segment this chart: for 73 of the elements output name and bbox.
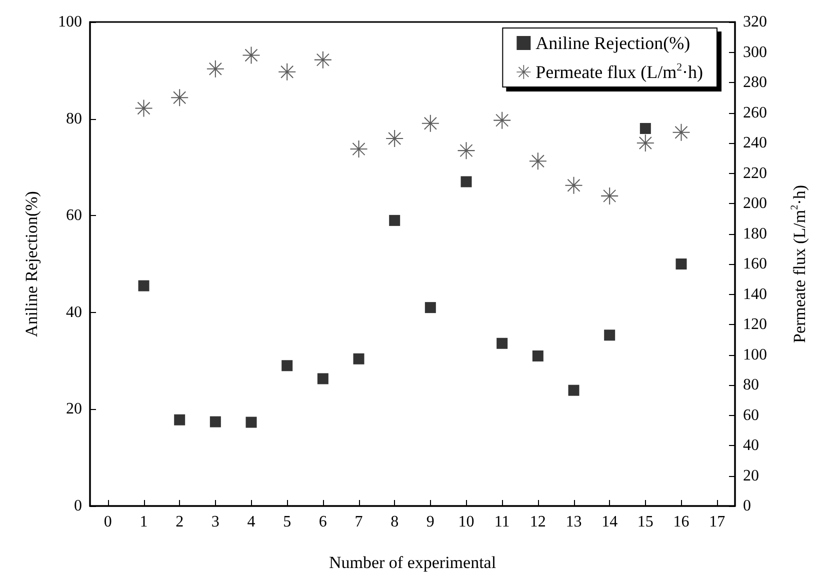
y-axis-title: Aniline Rejection(%) [22,191,41,337]
point [282,360,293,372]
point [601,187,618,204]
y2-tick-label: 180 [743,225,767,242]
x-tick-label: 12 [530,514,546,530]
point [496,338,508,349]
x-tick-label: 16 [673,514,690,530]
y2-tick-label: 160 [743,256,767,272]
point [174,414,186,426]
point [350,140,368,158]
point [640,122,651,134]
legend-label: Aniline Rejection(%) [536,33,690,53]
x-tick-label: 5 [283,514,292,530]
x-tick-label: 14 [602,514,618,530]
point [278,63,296,80]
y2-tick-label: 60 [743,406,759,424]
y2-tick-label: 0 [743,498,751,514]
point [424,302,436,314]
y2-tick-label: 140 [743,286,767,303]
point [242,46,260,64]
x-tick-label: 7 [354,514,363,530]
x-tick-label: 6 [318,514,327,530]
y2-tick-label: 260 [743,104,767,122]
y-tick-label: 0 [74,498,82,514]
y2-tick-label: 100 [743,346,767,364]
y2-tick-label: 20 [743,467,759,484]
x-tick-label: 17 [709,514,726,530]
y-tick-label: 20 [66,400,82,418]
y2-tick-label: 320 [743,14,767,30]
y2-tick-label: 200 [743,195,767,212]
point [532,350,544,362]
x-tick-label: 3 [211,514,220,530]
x-tick-label: 15 [637,514,654,530]
point [246,416,257,428]
point [317,373,328,384]
x-tick-label: 8 [390,514,399,530]
y2-tick-label: 220 [743,164,767,182]
x-tick-label: 10 [458,514,474,530]
point [206,60,224,78]
x-tick-label: 1 [140,514,148,530]
point [135,100,152,117]
y2-tick-label: 300 [743,44,767,61]
point [672,124,690,141]
x-tick-label: 2 [176,514,184,530]
point [458,142,475,160]
x-tick-label: 0 [104,514,112,530]
point [604,330,616,341]
point [138,280,150,292]
x-axis-title: Number of experimental [328,553,496,572]
y-tick-label: 80 [66,110,82,128]
point [389,214,400,226]
point [171,89,188,106]
point [460,176,472,188]
point [568,384,580,396]
point [676,258,687,270]
x-tick-label: 11 [494,514,510,530]
y2-tick-label: 40 [743,437,759,454]
y2-tick-label: 80 [743,376,759,394]
x-tick-label: 13 [566,514,582,530]
y-tick-label: 60 [66,207,82,224]
point [565,176,582,194]
y2-tick-label: 120 [743,316,767,333]
y-tick-label: 40 [66,304,82,321]
y-tick-label: 100 [58,14,82,30]
point [210,416,221,428]
x-tick-label: 9 [426,514,434,530]
point [636,134,654,152]
y2-tick-label: 240 [743,134,767,152]
y2-tick-label: 280 [743,74,767,91]
point [353,353,364,364]
y2-axis-title: Permeate flux (L/m2·h) [790,184,809,344]
point [386,130,404,147]
x-tick-label: 4 [247,514,256,530]
